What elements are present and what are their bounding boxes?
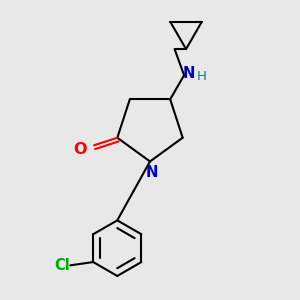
Text: O: O [73, 142, 87, 157]
Text: H: H [197, 70, 207, 83]
Text: N: N [183, 66, 195, 81]
Text: Cl: Cl [54, 258, 70, 273]
Text: N: N [146, 165, 158, 180]
